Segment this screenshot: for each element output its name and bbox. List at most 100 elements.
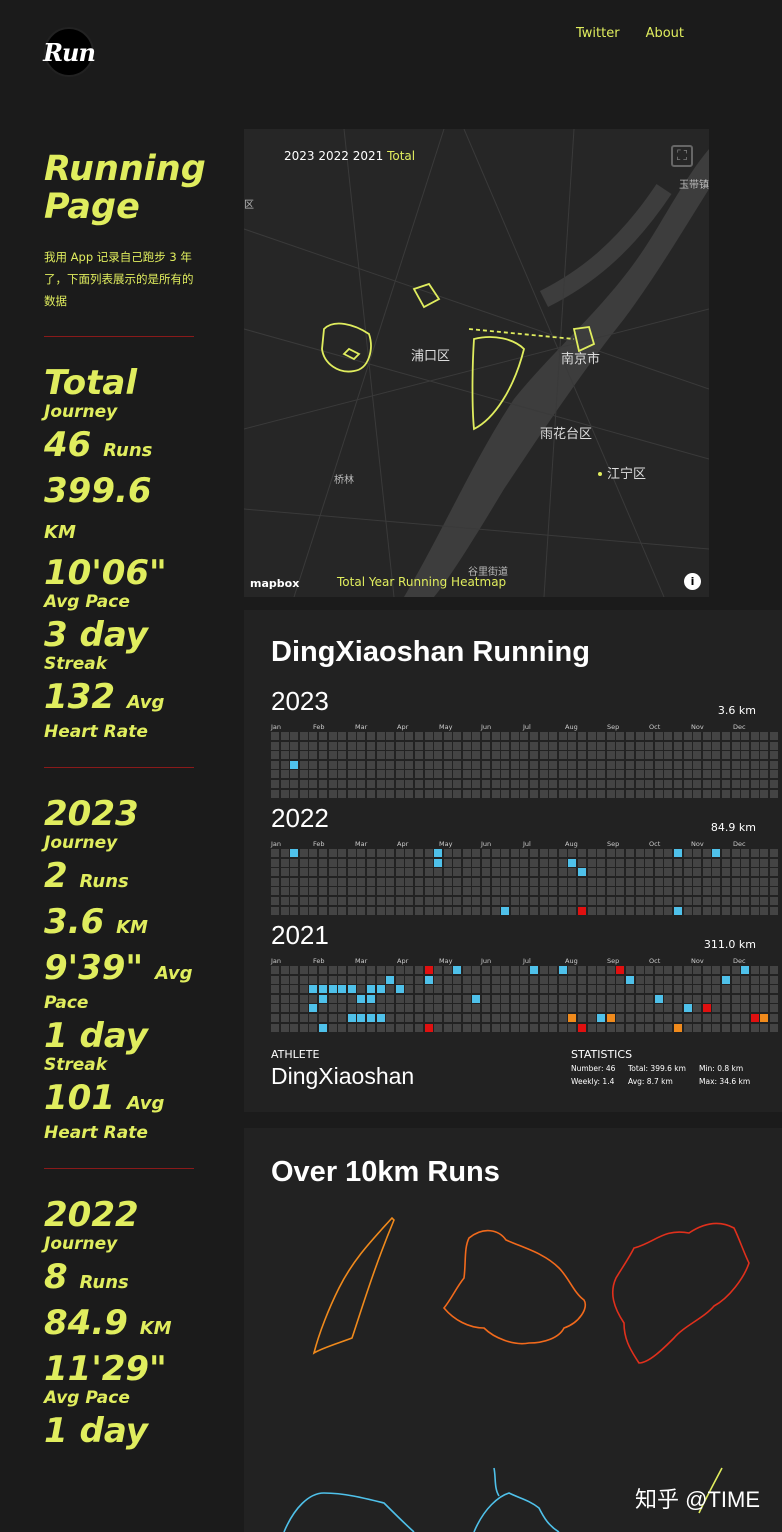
day-cell[interactable]	[386, 994, 395, 1003]
day-cell[interactable]	[645, 741, 654, 750]
day-cell[interactable]	[338, 1013, 347, 1022]
day-cell[interactable]	[357, 770, 366, 779]
day-cell[interactable]	[587, 1023, 596, 1032]
day-cell[interactable]	[386, 1013, 395, 1022]
day-cell[interactable]	[462, 732, 471, 740]
day-cell[interactable]	[654, 751, 663, 760]
day-cell[interactable]	[654, 789, 663, 798]
day-cell[interactable]	[587, 1004, 596, 1013]
route-6[interactable]	[698, 1467, 723, 1514]
day-cell[interactable]	[539, 1023, 548, 1032]
day-cell[interactable]	[395, 741, 404, 750]
day-cell[interactable]	[510, 858, 519, 867]
day-cell[interactable]	[712, 858, 721, 867]
day-cell[interactable]	[318, 770, 327, 779]
day-cell[interactable]	[491, 1013, 500, 1022]
day-cell[interactable]	[386, 966, 395, 974]
day-cell[interactable]	[597, 896, 606, 905]
day-cell[interactable]	[635, 789, 644, 798]
day-cell[interactable]	[760, 906, 769, 915]
day-cell[interactable]	[750, 770, 759, 779]
day-cell[interactable]	[616, 1004, 625, 1013]
day-cell[interactable]	[280, 751, 289, 760]
day-cell[interactable]	[424, 741, 433, 750]
day-cell[interactable]	[606, 741, 615, 750]
day-cell[interactable]	[395, 887, 404, 896]
day-cell[interactable]	[578, 887, 586, 896]
day-cell[interactable]	[587, 985, 596, 994]
day-cell[interactable]	[357, 887, 366, 896]
day-cell[interactable]	[482, 858, 491, 867]
day-cell[interactable]	[741, 975, 750, 984]
day-cell[interactable]	[510, 966, 519, 974]
day-cell[interactable]	[462, 887, 471, 896]
day-cell[interactable]	[606, 887, 615, 896]
day-cell[interactable]	[558, 770, 567, 779]
day-cell[interactable]	[366, 896, 375, 905]
day-cell[interactable]	[760, 868, 769, 877]
day-cell[interactable]	[741, 906, 750, 915]
day-cell[interactable]	[645, 849, 654, 857]
day-cell[interactable]	[318, 751, 327, 760]
day-cell[interactable]	[760, 896, 769, 905]
day-cell[interactable]	[750, 877, 759, 886]
day-cell[interactable]	[443, 849, 452, 857]
day-cell[interactable]	[539, 849, 548, 857]
day-cell[interactable]	[702, 994, 711, 1003]
mapbox-logo[interactable]: mapbox	[250, 577, 300, 590]
day-cell[interactable]	[376, 1004, 385, 1013]
day-cell[interactable]	[309, 1004, 318, 1013]
day-cell[interactable]	[731, 760, 740, 769]
day-cell[interactable]	[443, 741, 452, 750]
day-cell[interactable]	[338, 975, 347, 984]
day-cell[interactable]	[482, 877, 491, 886]
day-cell[interactable]	[462, 770, 471, 779]
day-cell[interactable]	[424, 887, 433, 896]
day-cell[interactable]	[366, 751, 375, 760]
day-cell[interactable]	[712, 906, 721, 915]
day-cell[interactable]	[741, 994, 750, 1003]
day-cell[interactable]	[635, 760, 644, 769]
day-cell[interactable]	[280, 858, 289, 867]
day-cell[interactable]	[443, 751, 452, 760]
day-cell[interactable]	[721, 732, 730, 740]
day-cell[interactable]	[597, 877, 606, 886]
day-cell[interactable]	[721, 760, 730, 769]
day-cell[interactable]	[654, 906, 663, 915]
day-cell[interactable]	[271, 760, 279, 769]
day-cell[interactable]	[520, 779, 529, 788]
day-cell[interactable]	[309, 732, 318, 740]
day-cell[interactable]	[587, 887, 596, 896]
day-cell[interactable]	[712, 994, 721, 1003]
day-cell[interactable]	[510, 779, 519, 788]
day-cell[interactable]	[520, 975, 529, 984]
day-cell[interactable]	[616, 887, 625, 896]
day-cell[interactable]	[530, 966, 539, 974]
day-cell[interactable]	[712, 751, 721, 760]
day-cell[interactable]	[712, 849, 721, 857]
day-cell[interactable]	[386, 732, 395, 740]
day-cell[interactable]	[683, 1013, 692, 1022]
day-cell[interactable]	[539, 868, 548, 877]
day-cell[interactable]	[635, 858, 644, 867]
day-cell[interactable]	[558, 760, 567, 769]
day-cell[interactable]	[338, 994, 347, 1003]
day-cell[interactable]	[769, 789, 778, 798]
day-cell[interactable]	[673, 906, 682, 915]
day-cell[interactable]	[318, 877, 327, 886]
day-cell[interactable]	[271, 849, 279, 857]
day-cell[interactable]	[558, 994, 567, 1003]
day-cell[interactable]	[587, 858, 596, 867]
day-cell[interactable]	[616, 975, 625, 984]
day-cell[interactable]	[280, 985, 289, 994]
day-cell[interactable]	[501, 760, 510, 769]
day-cell[interactable]	[338, 906, 347, 915]
map-year-filter[interactable]: 2023 2022 2021 Total	[284, 149, 415, 163]
day-cell[interactable]	[635, 975, 644, 984]
day-cell[interactable]	[625, 1004, 634, 1013]
day-cell[interactable]	[357, 849, 366, 857]
day-cell[interactable]	[309, 789, 318, 798]
day-cell[interactable]	[578, 732, 586, 740]
day-cell[interactable]	[482, 751, 491, 760]
day-cell[interactable]	[558, 858, 567, 867]
